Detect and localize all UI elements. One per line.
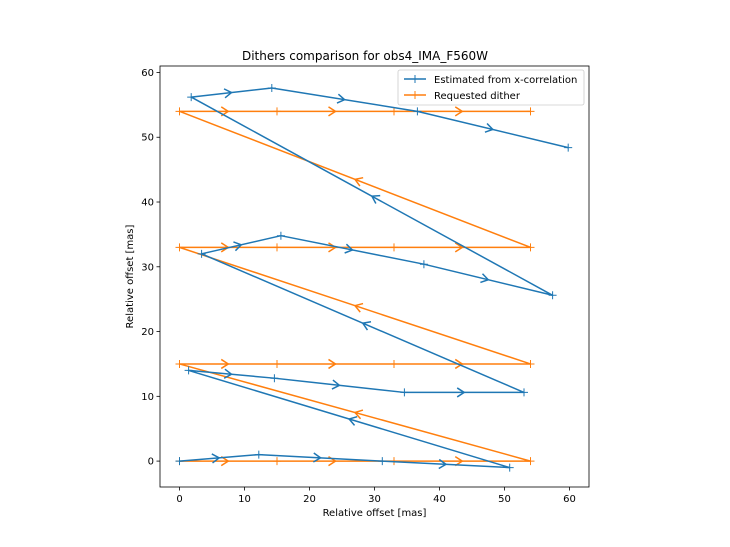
data-point [400,388,409,397]
data-point [273,107,281,116]
direction-arrow [454,242,464,253]
data-point [276,231,285,240]
direction-arrow [223,368,233,379]
data-point [273,243,281,252]
data-point [526,359,535,368]
y-tick-label: 10 [141,392,154,403]
data-point [273,359,281,368]
y-axis-label: Relative offset [mas] [125,224,136,328]
x-tick-label: 20 [303,494,316,505]
direction-arrow [456,387,466,398]
x-tick-label: 10 [238,494,251,505]
y-tick-label: 30 [141,262,154,273]
legend-marker-estimated [411,75,419,83]
data-point [175,359,184,368]
series-line [179,87,569,469]
plot-frame [159,65,590,488]
ticks-layer: 0 10 20 30 40 50 60 0 10 20 30 40 50 60 [141,68,576,505]
data-point [187,93,196,102]
legend-label-estimated: Estimated from x-correlation [434,75,577,86]
x-axis-label: Relative offset [mas] [323,508,427,519]
x-tick-label: 50 [498,494,511,505]
data-point [390,107,398,116]
direction-arrow [220,358,230,370]
data-point [390,243,398,252]
direction-arrow [233,241,243,252]
data-point [526,243,535,252]
y-tick-label: 60 [141,68,154,79]
x-tick-label: 60 [563,494,576,505]
direction-arrow [223,88,233,99]
direction-arrow [328,106,337,117]
y-tick-label: 50 [141,133,154,144]
y-tick-label: 0 [148,457,154,468]
x-tick-label: 0 [176,494,182,505]
data-point [378,457,387,466]
direction-arrow [454,455,464,467]
y-tick-label: 40 [141,198,154,209]
data-point [197,249,206,258]
data-point [505,463,514,472]
data-point [184,366,193,375]
legend-box [397,69,585,106]
series-layer [175,84,573,472]
data-point [390,359,398,368]
series-line [178,110,532,462]
direction-arrow [480,273,490,284]
direction-arrow [331,379,341,390]
direction-arrow [328,358,337,370]
direction-arrow [438,458,448,470]
x-tick-label: 40 [433,494,446,505]
data-point [526,457,535,466]
data-point [413,107,422,116]
direction-arrow [344,243,354,254]
data-point [520,388,528,397]
data-point [564,143,573,152]
direction-arrow [347,415,358,426]
direction-arrow [328,242,337,253]
data-point [175,243,184,252]
data-point [526,107,535,116]
x-tick-label: 30 [368,494,381,505]
data-point [419,260,428,269]
legend-marker-requested [411,91,419,99]
direction-arrow [353,302,364,313]
direction-arrow [454,358,464,370]
data-point [254,450,263,459]
data-point [548,291,557,300]
series-0 [175,84,573,472]
direction-arrow [370,194,381,204]
data-point [175,107,184,116]
chart-title: Dithers comparison for obs4_IMA_F560W [242,49,488,63]
direction-arrow [312,452,322,463]
direction-arrow [361,321,372,331]
direction-arrow [336,93,346,104]
series-1 [175,106,535,467]
data-point [175,457,184,466]
direction-arrow [454,106,464,117]
direction-arrow [484,122,495,133]
legend: Estimated from x-correlation Requested d… [397,69,585,106]
data-point [267,84,276,93]
direction-arrow [211,453,221,464]
y-tick-label: 20 [141,327,154,338]
direction-arrow [353,176,364,187]
direction-arrow [353,409,364,420]
legend-label-requested: Requested dither [434,91,521,102]
data-point [270,374,279,383]
data-point [273,457,281,466]
